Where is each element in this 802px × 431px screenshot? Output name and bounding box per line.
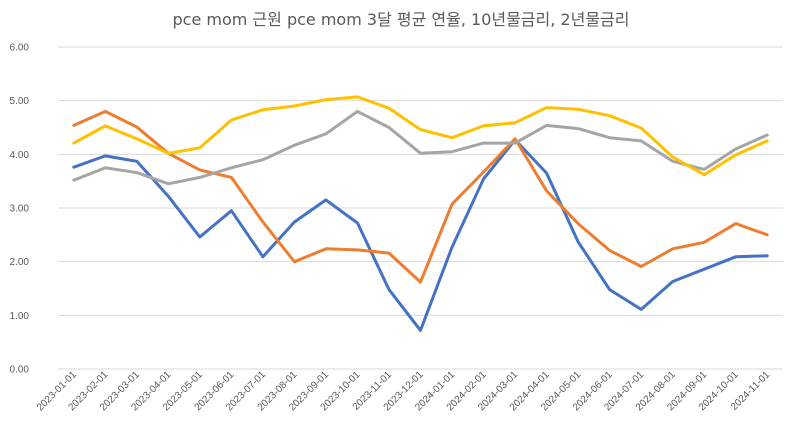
y-tick-label: 4.00 [10,150,30,161]
y-tick-label: 5.00 [10,96,30,107]
chart-title: pce mom 근원 pce mom 3달 평균 연율, 10년물금리, 2년물… [172,10,630,29]
y-tick-label: 0.00 [10,365,30,376]
y-tick-label: 1.00 [10,311,30,322]
series-line-2 [72,109,769,284]
y-tick-label: 3.00 [10,204,30,215]
series-line-4 [72,95,769,177]
y-tick-label: 2.00 [10,257,30,268]
series-line-3 [72,109,769,186]
series-line-1 [72,138,769,332]
y-tick-label: 6.00 [10,43,30,54]
